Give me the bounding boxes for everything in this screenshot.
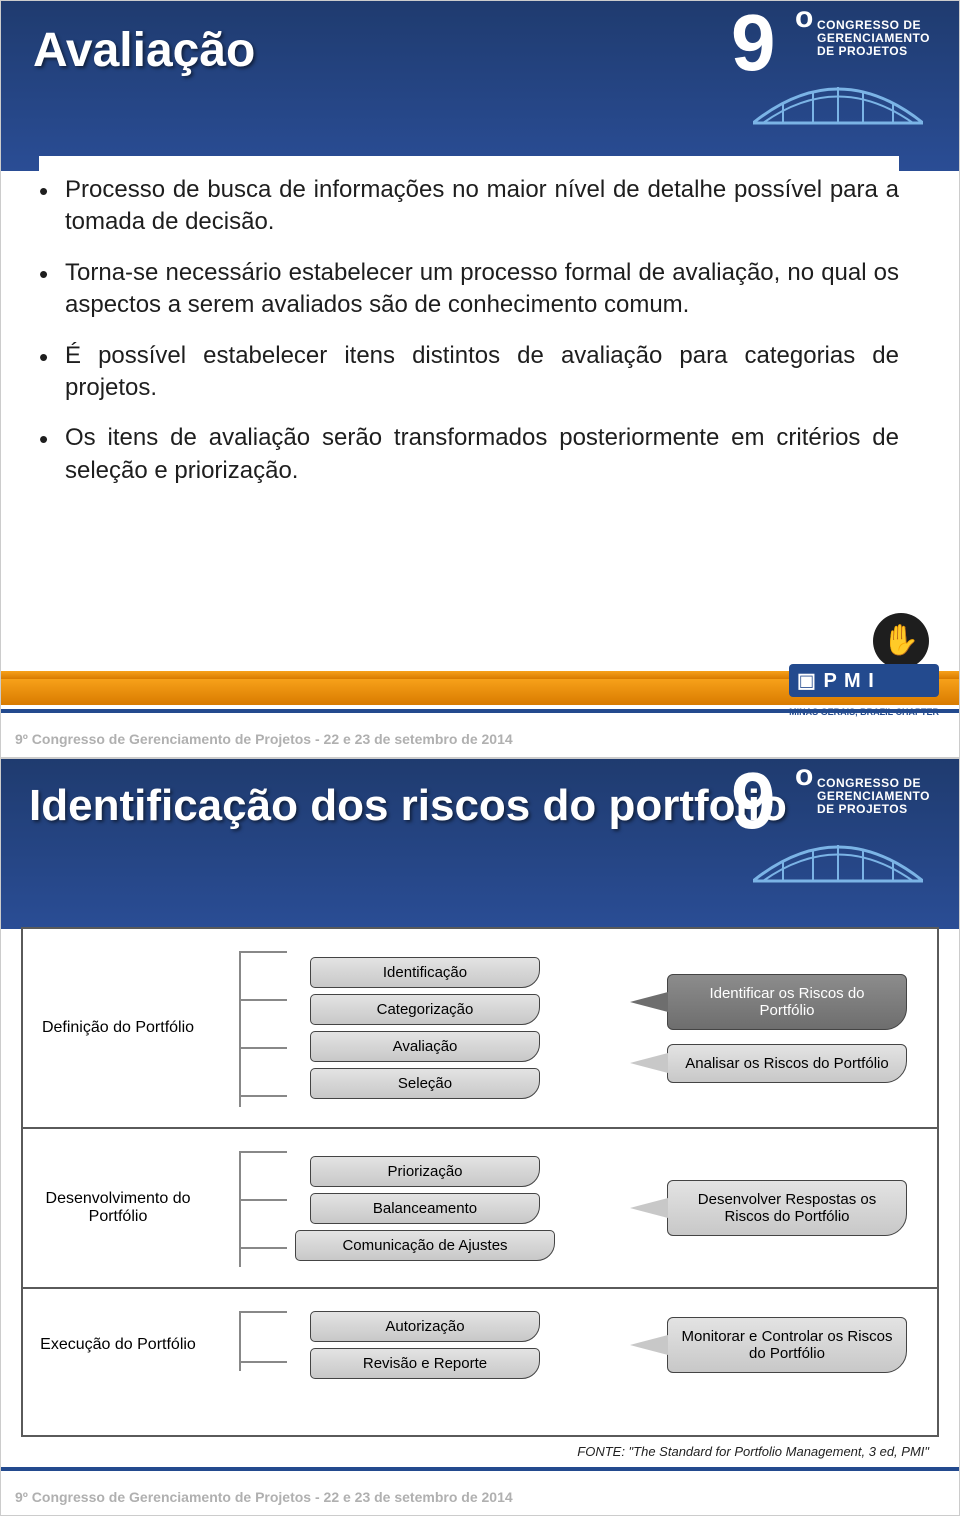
logo-line-3: DE PROJETOS — [817, 802, 908, 816]
process-identificacao: Identificação — [310, 957, 540, 988]
logo-line-2: GERENCIAMENTO — [817, 789, 930, 803]
process-autorizacao: Autorização — [310, 1311, 540, 1342]
slide1-title: Avaliação — [33, 23, 255, 78]
process-selecao: Seleção — [310, 1068, 540, 1099]
callout-identificar-riscos: Identificar os Riscos do Portfólio — [667, 974, 907, 1030]
slide2-footer: 9º Congresso de Gerenciamento de Projeto… — [15, 1489, 513, 1505]
processes-execucao: Autorização Revisão e Reporte — [213, 1289, 637, 1401]
fonte-citation: FONTE: "The Standard for Portfolio Manag… — [577, 1444, 929, 1459]
congress-logo: 9 o CONGRESSO DE GERENCIAMENTO DE PROJET… — [731, 7, 941, 137]
diagram-row-desenvolvimento: Desenvolvimento do Portfólio Priorização… — [23, 1129, 937, 1289]
logo-line-3: DE PROJETOS — [817, 44, 908, 58]
logo-line-2: GERENCIAMENTO — [817, 31, 930, 45]
callout-analisar-riscos: Analisar os Riscos do Portfólio — [667, 1044, 907, 1083]
diagram-row-definicao: Definição do Portfólio Identificação Cat… — [23, 929, 937, 1129]
callouts-desenvolvimento: Desenvolver Respostas os Riscos do Portf… — [637, 1129, 937, 1287]
callouts-definicao: Identificar os Riscos do Portfólio Anali… — [637, 929, 937, 1127]
phase-definicao: Definição do Portfólio — [23, 929, 213, 1127]
diagram-row-execucao: Execução do Portfólio Autorização Revisã… — [23, 1289, 937, 1401]
phase-desenvolvimento: Desenvolvimento do Portfólio — [23, 1129, 213, 1287]
bridge-icon — [753, 75, 923, 125]
process-avaliacao: Avaliação — [310, 1031, 540, 1062]
portfolio-diagram: Definição do Portfólio Identificação Cat… — [21, 927, 939, 1437]
logo-line-1: CONGRESSO DE — [817, 18, 921, 32]
bullet-2: Torna-se necessário estabelecer um proce… — [39, 257, 899, 322]
bullet-1: Processo de busca de informações no maio… — [39, 174, 899, 239]
processes-definicao: Identificação Categorização Avaliação Se… — [213, 929, 637, 1127]
pmi-logo: ▣ P M I — [789, 664, 939, 697]
slide-avaliacao: Avaliação 9 o CONGRESSO DE GERENCIAMENTO… — [0, 0, 960, 758]
process-comunicacao-ajustes: Comunicação de Ajustes — [295, 1230, 555, 1261]
callout-monitorar-controlar: Monitorar e Controlar os Riscos do Portf… — [667, 1317, 907, 1373]
logo-nine: 9 — [731, 7, 776, 79]
process-categorizacao: Categorização — [310, 994, 540, 1025]
callouts-execucao: Monitorar e Controlar os Riscos do Portf… — [637, 1289, 937, 1401]
congress-logo: 9 o CONGRESSO DE GERENCIAMENTO DE PROJET… — [731, 765, 941, 895]
handprint-icon: ✋ — [873, 613, 929, 669]
slide1-footer: 9º Congresso de Gerenciamento de Projeto… — [15, 731, 513, 747]
processes-desenvolvimento: Priorização Balanceamento Comunicação de… — [213, 1129, 637, 1287]
logo-text: CONGRESSO DE GERENCIAMENTO DE PROJETOS — [817, 19, 930, 59]
bullet-3: É possível estabelecer itens distintos d… — [39, 340, 899, 405]
bullet-4: Os itens de avaliação serão transformado… — [39, 422, 899, 487]
logo-nine: 9 — [731, 765, 776, 837]
slide2-title: Identificação dos riscos do portfolio — [29, 781, 787, 831]
pmi-chapter: MINAS GERAIS, BRAZIL CHAPTER — [789, 707, 939, 717]
process-priorizacao: Priorização — [310, 1156, 540, 1187]
process-balanceamento: Balanceamento — [310, 1193, 540, 1224]
bridge-icon — [753, 833, 923, 883]
logo-degree: o — [795, 759, 813, 793]
logo-line-1: CONGRESSO DE — [817, 776, 921, 790]
process-revisao-reporte: Revisão e Reporte — [310, 1348, 540, 1379]
slide1-body: Processo de busca de informações no maio… — [39, 156, 899, 487]
phase-execucao: Execução do Portfólio — [23, 1289, 213, 1401]
callout-desenvolver-respostas: Desenvolver Respostas os Riscos do Portf… — [667, 1180, 907, 1236]
logo-text: CONGRESSO DE GERENCIAMENTO DE PROJETOS — [817, 777, 930, 817]
blue-line — [1, 1467, 959, 1471]
slide-identificacao-riscos: Identificação dos riscos do portfolio 9 … — [0, 758, 960, 1516]
logo-degree: o — [795, 1, 813, 35]
